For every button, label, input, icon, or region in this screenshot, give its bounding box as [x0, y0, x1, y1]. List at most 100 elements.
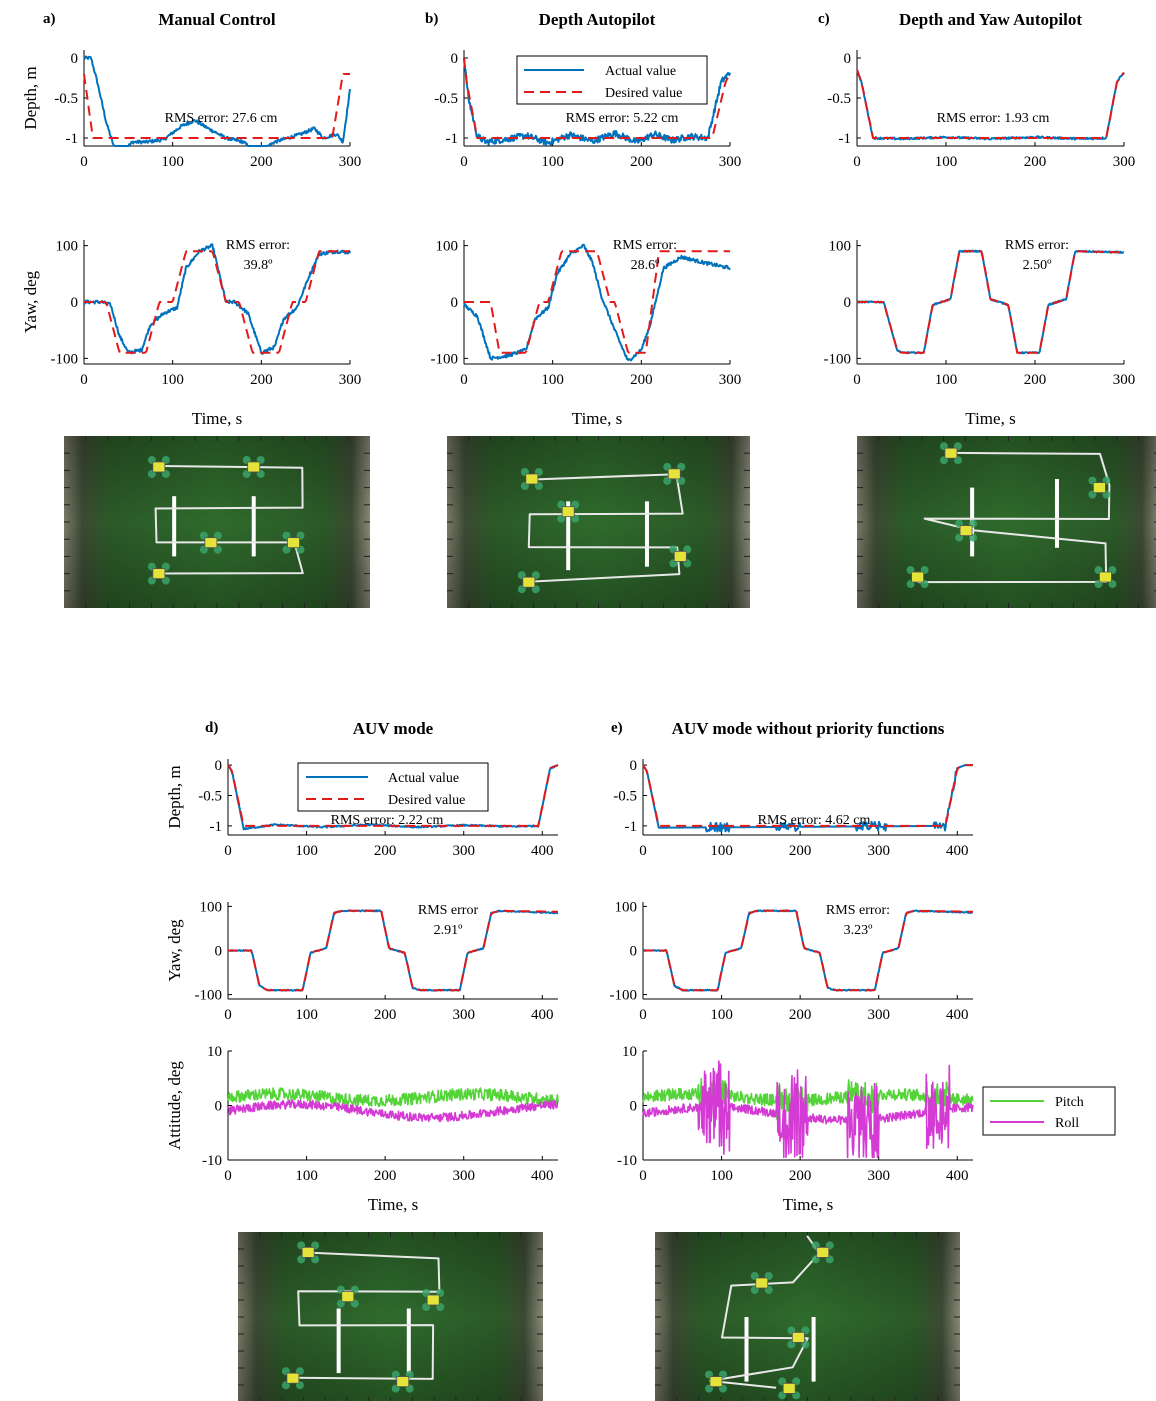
- yaw-desired-line: [643, 909, 973, 992]
- robot-marker: [787, 1326, 810, 1349]
- rms-error-yaw: RMS error:: [613, 238, 677, 253]
- x-tick-label: 100: [710, 1007, 733, 1023]
- robot-body: [816, 1247, 830, 1258]
- y-tick-label: 0: [844, 295, 852, 311]
- pool-marker-pole: [811, 1317, 816, 1382]
- x-tick-label: 400: [531, 1168, 554, 1184]
- rms-error-depth: RMS error: 2.22 cm: [331, 813, 444, 828]
- x-tick-label: 300: [719, 372, 742, 388]
- robot-body: [709, 1376, 723, 1387]
- legend-top: Actual value Desired value: [516, 55, 708, 105]
- x-tick-label: 0: [639, 843, 647, 859]
- y-axis-label: Yaw, deg: [165, 919, 184, 982]
- robot-body: [782, 1383, 796, 1394]
- depth-desired-line: [227, 764, 559, 827]
- y-tick-label: 0: [451, 295, 459, 311]
- yaw-actual-line: [463, 243, 731, 362]
- y-tick-label: 0: [71, 51, 79, 67]
- depth-desired-line: [83, 73, 350, 139]
- robot-marker: [811, 1241, 834, 1264]
- robot-body: [561, 506, 575, 518]
- y-tick-label: 100: [615, 899, 638, 915]
- y-axis-label: Yaw, deg: [21, 270, 40, 333]
- x-tick-label: 300: [719, 154, 742, 170]
- y-tick-label: -1: [446, 131, 459, 147]
- panel-letter: c): [818, 11, 830, 27]
- y-tick-label: -1: [839, 131, 852, 147]
- x-tick-label: 300: [1113, 154, 1136, 170]
- robot-marker: [297, 1241, 320, 1264]
- x-tick-label: 0: [460, 372, 468, 388]
- robot-marker: [939, 442, 962, 465]
- yaw-actual-line: [227, 909, 559, 992]
- depth-desired-line: [856, 69, 1125, 139]
- x-tick-label: 0: [80, 154, 88, 170]
- depth-desired-line: [463, 57, 731, 139]
- x-tick-label: 300: [867, 1007, 890, 1023]
- robot-body: [755, 1277, 769, 1289]
- x-tick-label: 100: [295, 1007, 318, 1023]
- legend-actual-label: Actual value: [605, 64, 676, 79]
- y-tick-label: 0: [451, 51, 459, 67]
- x-tick-label: 200: [789, 843, 812, 859]
- x-tick-label: 400: [946, 1168, 969, 1184]
- y-tick-label: -1: [66, 131, 79, 147]
- robot-body: [341, 1291, 355, 1302]
- robot-body: [204, 537, 218, 549]
- rms-error-depth: RMS error: 1.93 cm: [937, 111, 1050, 126]
- y-tick-label: -100: [610, 988, 638, 1004]
- robot-body: [247, 461, 261, 473]
- y-tick-label: -1: [210, 819, 223, 835]
- x-axis-label: Time, s: [192, 409, 242, 428]
- tank-map: [857, 436, 1156, 608]
- y-tick-label: -0.5: [54, 91, 78, 107]
- x-tick-label: 200: [250, 372, 273, 388]
- x-tick-label: 200: [789, 1007, 812, 1023]
- y-tick-label: 10: [622, 1044, 637, 1060]
- y-tick-label: -0.5: [613, 788, 637, 804]
- robot-marker: [517, 571, 540, 594]
- x-tick-label: 200: [630, 154, 653, 170]
- y-tick-label: 0: [630, 944, 638, 960]
- robot-marker: [242, 455, 265, 478]
- trajectory-path: [917, 451, 1111, 584]
- depth-actual-line: [463, 58, 731, 146]
- y-tick-label: -100: [824, 351, 852, 367]
- y-axis-label: Depth, m: [21, 66, 40, 129]
- x-axis-label: Time, s: [783, 1195, 833, 1214]
- y-tick-label: 0: [630, 1099, 638, 1115]
- rms-error-yaw-value: 39.8º: [244, 258, 274, 273]
- robot-marker: [282, 531, 305, 554]
- roll-line: [227, 1099, 559, 1123]
- x-tick-label: 0: [460, 154, 468, 170]
- robot-body: [522, 576, 536, 588]
- x-tick-label: 200: [374, 843, 397, 859]
- tank-map: [238, 1232, 543, 1401]
- depth-actual-line: [856, 69, 1125, 141]
- y-tick-label: 100: [200, 899, 223, 915]
- tank-map: [64, 436, 370, 608]
- x-tick-label: 200: [250, 154, 273, 170]
- robot-body: [152, 568, 166, 579]
- x-tick-label: 400: [946, 843, 969, 859]
- yaw-actual-line: [642, 909, 974, 992]
- robot-marker: [750, 1272, 773, 1294]
- x-tick-label: 400: [531, 843, 554, 859]
- x-tick-label: 200: [789, 1168, 812, 1184]
- rms-error-yaw-value: 3.23º: [844, 923, 874, 938]
- x-axis-label: Time, s: [965, 409, 1015, 428]
- tank-map: [447, 436, 750, 608]
- x-tick-label: 200: [1024, 372, 1047, 388]
- y-tick-label: 0: [215, 1099, 223, 1115]
- rms-error-yaw: RMS error:: [226, 238, 290, 253]
- robot-marker: [336, 1285, 359, 1308]
- pool-marker-pole: [1054, 479, 1059, 548]
- robot-marker: [669, 545, 692, 568]
- tank-photo-shade: [447, 436, 750, 608]
